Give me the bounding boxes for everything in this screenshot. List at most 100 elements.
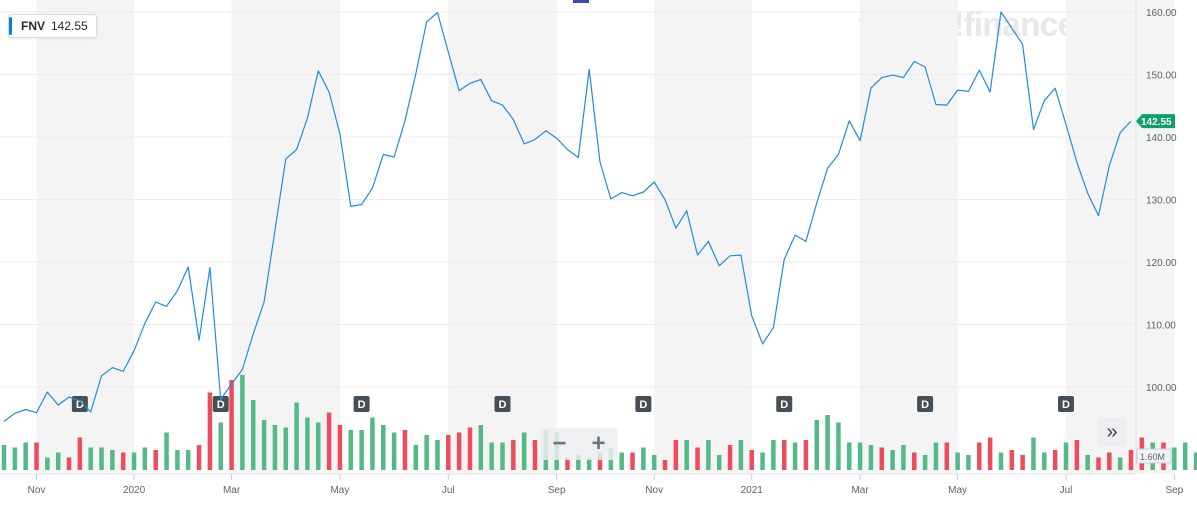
volume-bar bbox=[825, 415, 830, 470]
dividend-marker bbox=[635, 396, 652, 412]
y-tick-label: 140.00 bbox=[1146, 133, 1177, 144]
volume-bar bbox=[316, 422, 321, 470]
volume-bar bbox=[55, 452, 61, 470]
volume-bar bbox=[998, 452, 1004, 470]
price-line bbox=[3, 11, 1132, 422]
volume-bar bbox=[630, 452, 635, 470]
volume-bar bbox=[45, 457, 50, 470]
volume-bar bbox=[175, 450, 180, 470]
ticker-price: 142.55 bbox=[51, 19, 88, 33]
volume-bar bbox=[207, 392, 213, 470]
volume-bar bbox=[1193, 452, 1197, 470]
dividend-marker bbox=[212, 396, 229, 412]
dividend-label: D bbox=[780, 399, 788, 411]
volume-bar bbox=[803, 440, 809, 470]
zoom-in-button[interactable]: + bbox=[591, 430, 606, 457]
volume-bar bbox=[511, 440, 516, 470]
dividend-icon: D bbox=[353, 396, 370, 412]
dividend-icon: D bbox=[917, 396, 934, 412]
volume-bar bbox=[467, 427, 473, 470]
x-tick-label: Nov bbox=[28, 485, 46, 496]
volume-bar bbox=[760, 452, 765, 470]
volume-bar bbox=[413, 445, 419, 470]
x-tick-label: May bbox=[330, 485, 349, 496]
volume-bar bbox=[283, 427, 288, 470]
volume-bar bbox=[391, 432, 397, 470]
dividend-label: D bbox=[499, 399, 507, 411]
volume-bar bbox=[446, 435, 451, 470]
volume-bar bbox=[337, 425, 343, 470]
volume-bar bbox=[370, 417, 375, 470]
volume-bar bbox=[66, 457, 72, 470]
volume-bar bbox=[1128, 450, 1134, 470]
volume-bar bbox=[857, 442, 863, 470]
volume-bar bbox=[565, 457, 570, 470]
volume-bar bbox=[359, 430, 364, 470]
dividend-marker bbox=[917, 396, 934, 412]
ticker-symbol: FNV bbox=[21, 19, 45, 33]
x-tick-label: Sep bbox=[1165, 485, 1183, 496]
volume-bar bbox=[261, 420, 267, 470]
volume-bar bbox=[88, 447, 93, 470]
volume-bar bbox=[272, 425, 278, 470]
dividend-icon: D bbox=[1057, 396, 1074, 412]
x-tick-label: Sep bbox=[548, 485, 566, 496]
volume-bar bbox=[435, 440, 440, 470]
month-band bbox=[860, 0, 958, 474]
series-color-swatch bbox=[9, 17, 12, 35]
x-axis: Nov 2020 Mar May Jul Sep Nov 2021 Mar May Jul Sep bbox=[0, 473, 1184, 496]
volume-bar bbox=[142, 447, 148, 470]
volume-bar bbox=[922, 455, 928, 470]
volume-bar bbox=[424, 435, 429, 470]
volume-bar bbox=[771, 440, 776, 470]
volume-bar bbox=[1052, 450, 1058, 470]
dividend-label: D bbox=[1062, 399, 1070, 411]
volume-bar bbox=[966, 455, 971, 470]
volume-bar bbox=[532, 440, 538, 470]
chevron-double-right-icon[interactable]: » bbox=[1098, 418, 1126, 446]
dividend-marker bbox=[494, 396, 511, 412]
volume-bar bbox=[1085, 455, 1090, 470]
y-tick-label: 110.00 bbox=[1146, 321, 1176, 332]
range-marker bbox=[573, 0, 589, 3]
volume-bar bbox=[706, 440, 711, 470]
volume-bar bbox=[619, 452, 624, 470]
volume-bar bbox=[792, 442, 798, 470]
volume-bar bbox=[1, 445, 7, 470]
volume-bar bbox=[1031, 437, 1036, 470]
month-bands bbox=[36, 0, 1175, 474]
volume-bar bbox=[456, 432, 462, 470]
month-band bbox=[1065, 0, 1175, 474]
volume-bar bbox=[110, 450, 115, 470]
y-tick-label: 160.00 bbox=[1146, 8, 1177, 19]
volume-bar bbox=[489, 442, 494, 470]
last-price-tag: 142.55 bbox=[1136, 114, 1175, 129]
y-axis: 100.00 110.00 120.00 130.00 140.00 150.00 160.… bbox=[1135, 0, 1177, 474]
zoom-out-button[interactable]: − bbox=[552, 430, 567, 457]
y-tick-label: 120.00 bbox=[1146, 258, 1177, 269]
volume-bar bbox=[34, 442, 39, 470]
last-price-value: 142.55 bbox=[1141, 117, 1172, 128]
volume-bar bbox=[576, 455, 581, 470]
y-tick-label: 100.00 bbox=[1146, 383, 1177, 394]
dividend-label: D bbox=[358, 399, 366, 411]
volume-bar bbox=[684, 440, 689, 470]
volume-bar bbox=[153, 450, 158, 470]
volume-bar bbox=[23, 442, 28, 470]
volume-bar bbox=[1117, 457, 1123, 470]
volume-bar bbox=[229, 380, 234, 470]
volume-bar bbox=[695, 447, 700, 470]
volume-bar bbox=[912, 452, 917, 470]
volume-bar bbox=[727, 445, 733, 470]
volume-bar bbox=[218, 422, 223, 470]
dividend-marker bbox=[1057, 396, 1074, 412]
volume-bar bbox=[836, 422, 841, 470]
volume-bar bbox=[738, 440, 744, 470]
volume-bar bbox=[847, 442, 852, 470]
ticker-legend[interactable]: FNV 142.55 bbox=[8, 14, 97, 38]
volume-bar bbox=[651, 455, 657, 470]
volume-bar bbox=[1042, 452, 1047, 470]
dividend-label: D bbox=[217, 399, 225, 411]
